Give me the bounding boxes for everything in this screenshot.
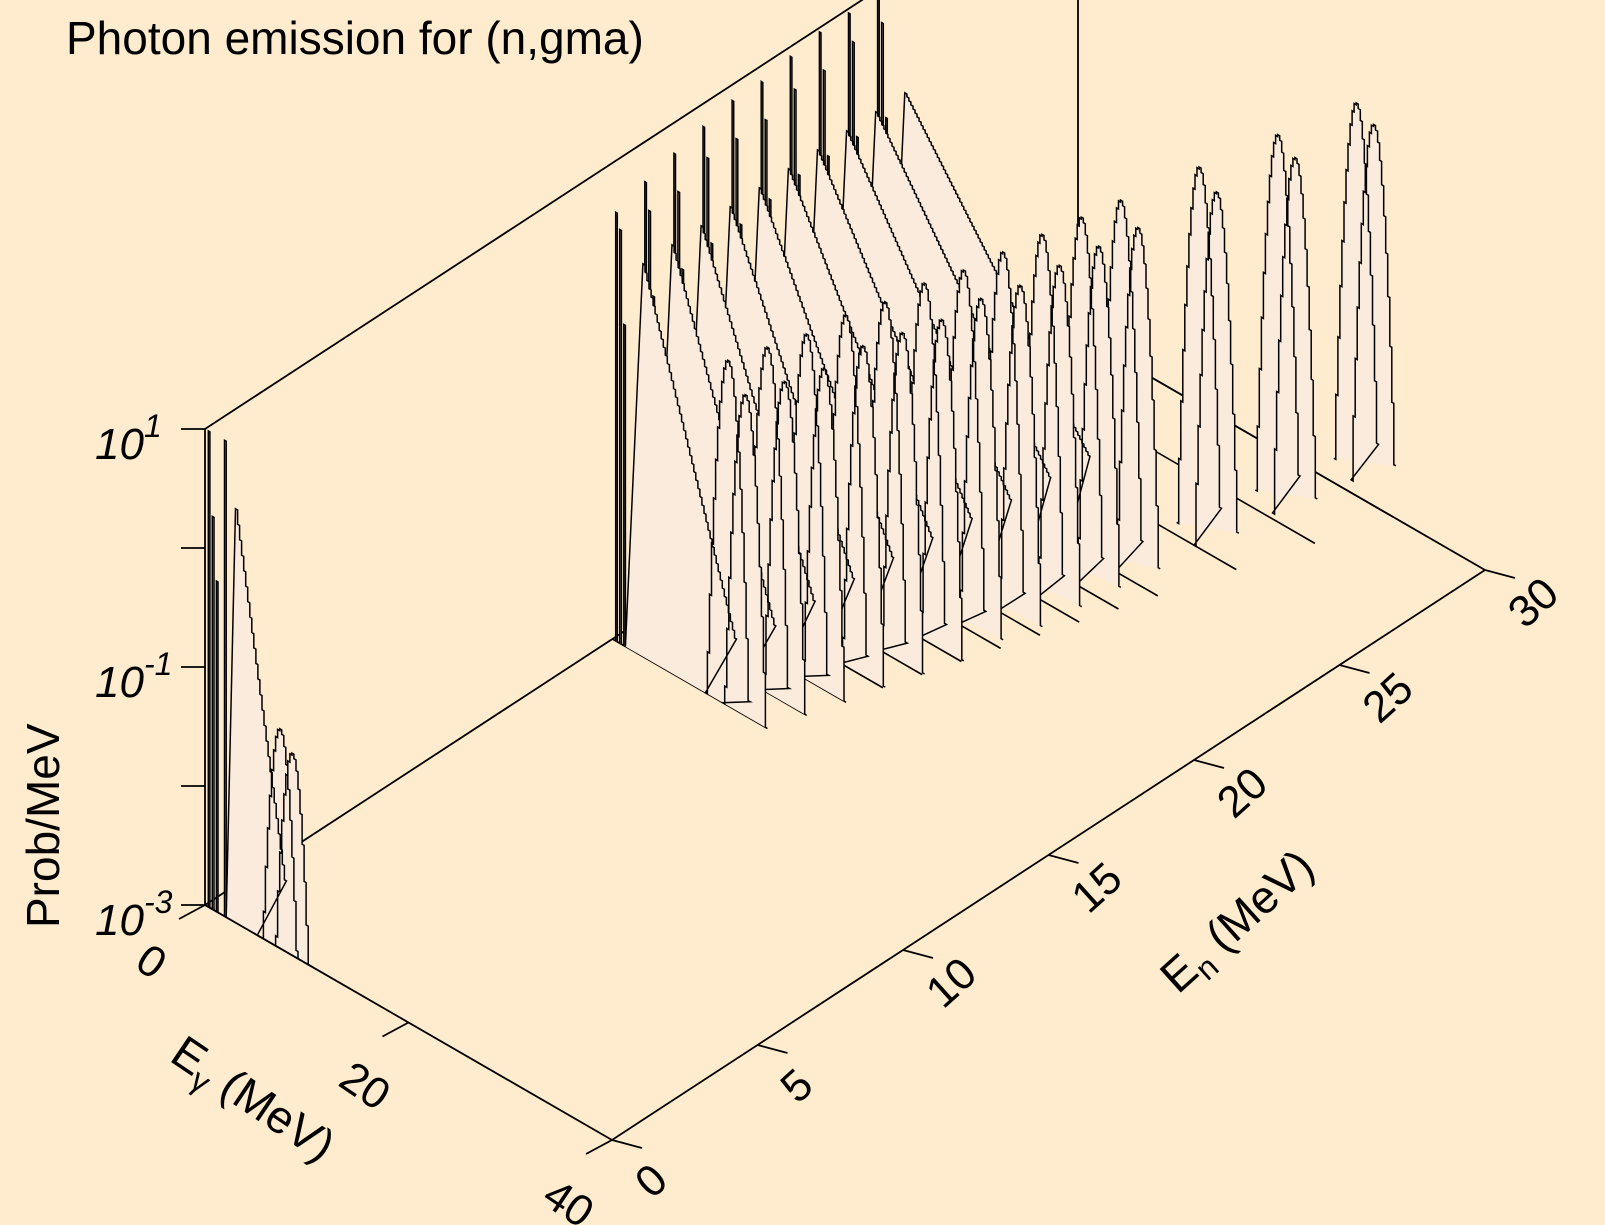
spectrum-line bbox=[614, 210, 768, 730]
y-tick-label: 30 bbox=[1499, 568, 1568, 637]
spectrum-series-13 bbox=[612, 210, 768, 730]
spectra-series bbox=[204, 0, 1397, 969]
x-axis-label: Eγ (MeV) bbox=[158, 1025, 344, 1177]
z-tick-base: 10 bbox=[95, 896, 144, 945]
chart-title: Photon emission for (n,gma) bbox=[66, 12, 644, 64]
y-tick-label: 25 bbox=[1353, 663, 1422, 732]
spectrum-line bbox=[1333, 101, 1397, 483]
spectrum-series-14 bbox=[204, 429, 315, 969]
y-tick-label: 5 bbox=[771, 1060, 822, 1113]
series-baseline bbox=[612, 638, 766, 728]
z-tick-base: 10 bbox=[95, 658, 144, 707]
y-tick-label: 10 bbox=[917, 948, 986, 1017]
y-tick-label: 15 bbox=[1062, 853, 1131, 922]
z-tick-label: 10-3 bbox=[95, 884, 173, 945]
spectrum-series-1 bbox=[1019, 133, 1318, 545]
y-tick-mark bbox=[902, 949, 934, 959]
z-tick-exp: 1 bbox=[144, 408, 162, 444]
z-tick-label: 10-1 bbox=[95, 646, 172, 707]
x-tick-label: 40 bbox=[534, 1170, 602, 1225]
spectrum-line bbox=[1176, 165, 1240, 548]
y-tick-mark bbox=[757, 1044, 788, 1054]
y-tick-label: 0 bbox=[626, 1155, 677, 1208]
z-axis-label: Prob/MeV bbox=[17, 723, 69, 928]
spectrum-line bbox=[1254, 133, 1318, 516]
y-tick-mark bbox=[1048, 854, 1079, 864]
z-tick-exp: -1 bbox=[144, 646, 172, 682]
back-top-edge bbox=[204, 0, 864, 430]
y-tick-mark bbox=[1484, 569, 1516, 579]
y-tick-mark bbox=[611, 1139, 643, 1149]
x-tick-label: 20 bbox=[331, 1052, 399, 1120]
y-tick-mark bbox=[1193, 759, 1225, 769]
y-tick-mark bbox=[1339, 664, 1370, 674]
z-tick-base: 10 bbox=[95, 420, 144, 469]
y-axis-label: En (MeV) bbox=[1150, 839, 1328, 1008]
x-tick-mark bbox=[178, 904, 206, 920]
z-tick-label: 101 bbox=[95, 408, 162, 469]
z-tick-exp: -3 bbox=[144, 884, 173, 920]
y-tick-label: 20 bbox=[1208, 758, 1277, 827]
spectrum-line bbox=[207, 429, 315, 969]
x-tick-mark bbox=[585, 1139, 613, 1155]
x-tick-mark bbox=[382, 1021, 409, 1038]
